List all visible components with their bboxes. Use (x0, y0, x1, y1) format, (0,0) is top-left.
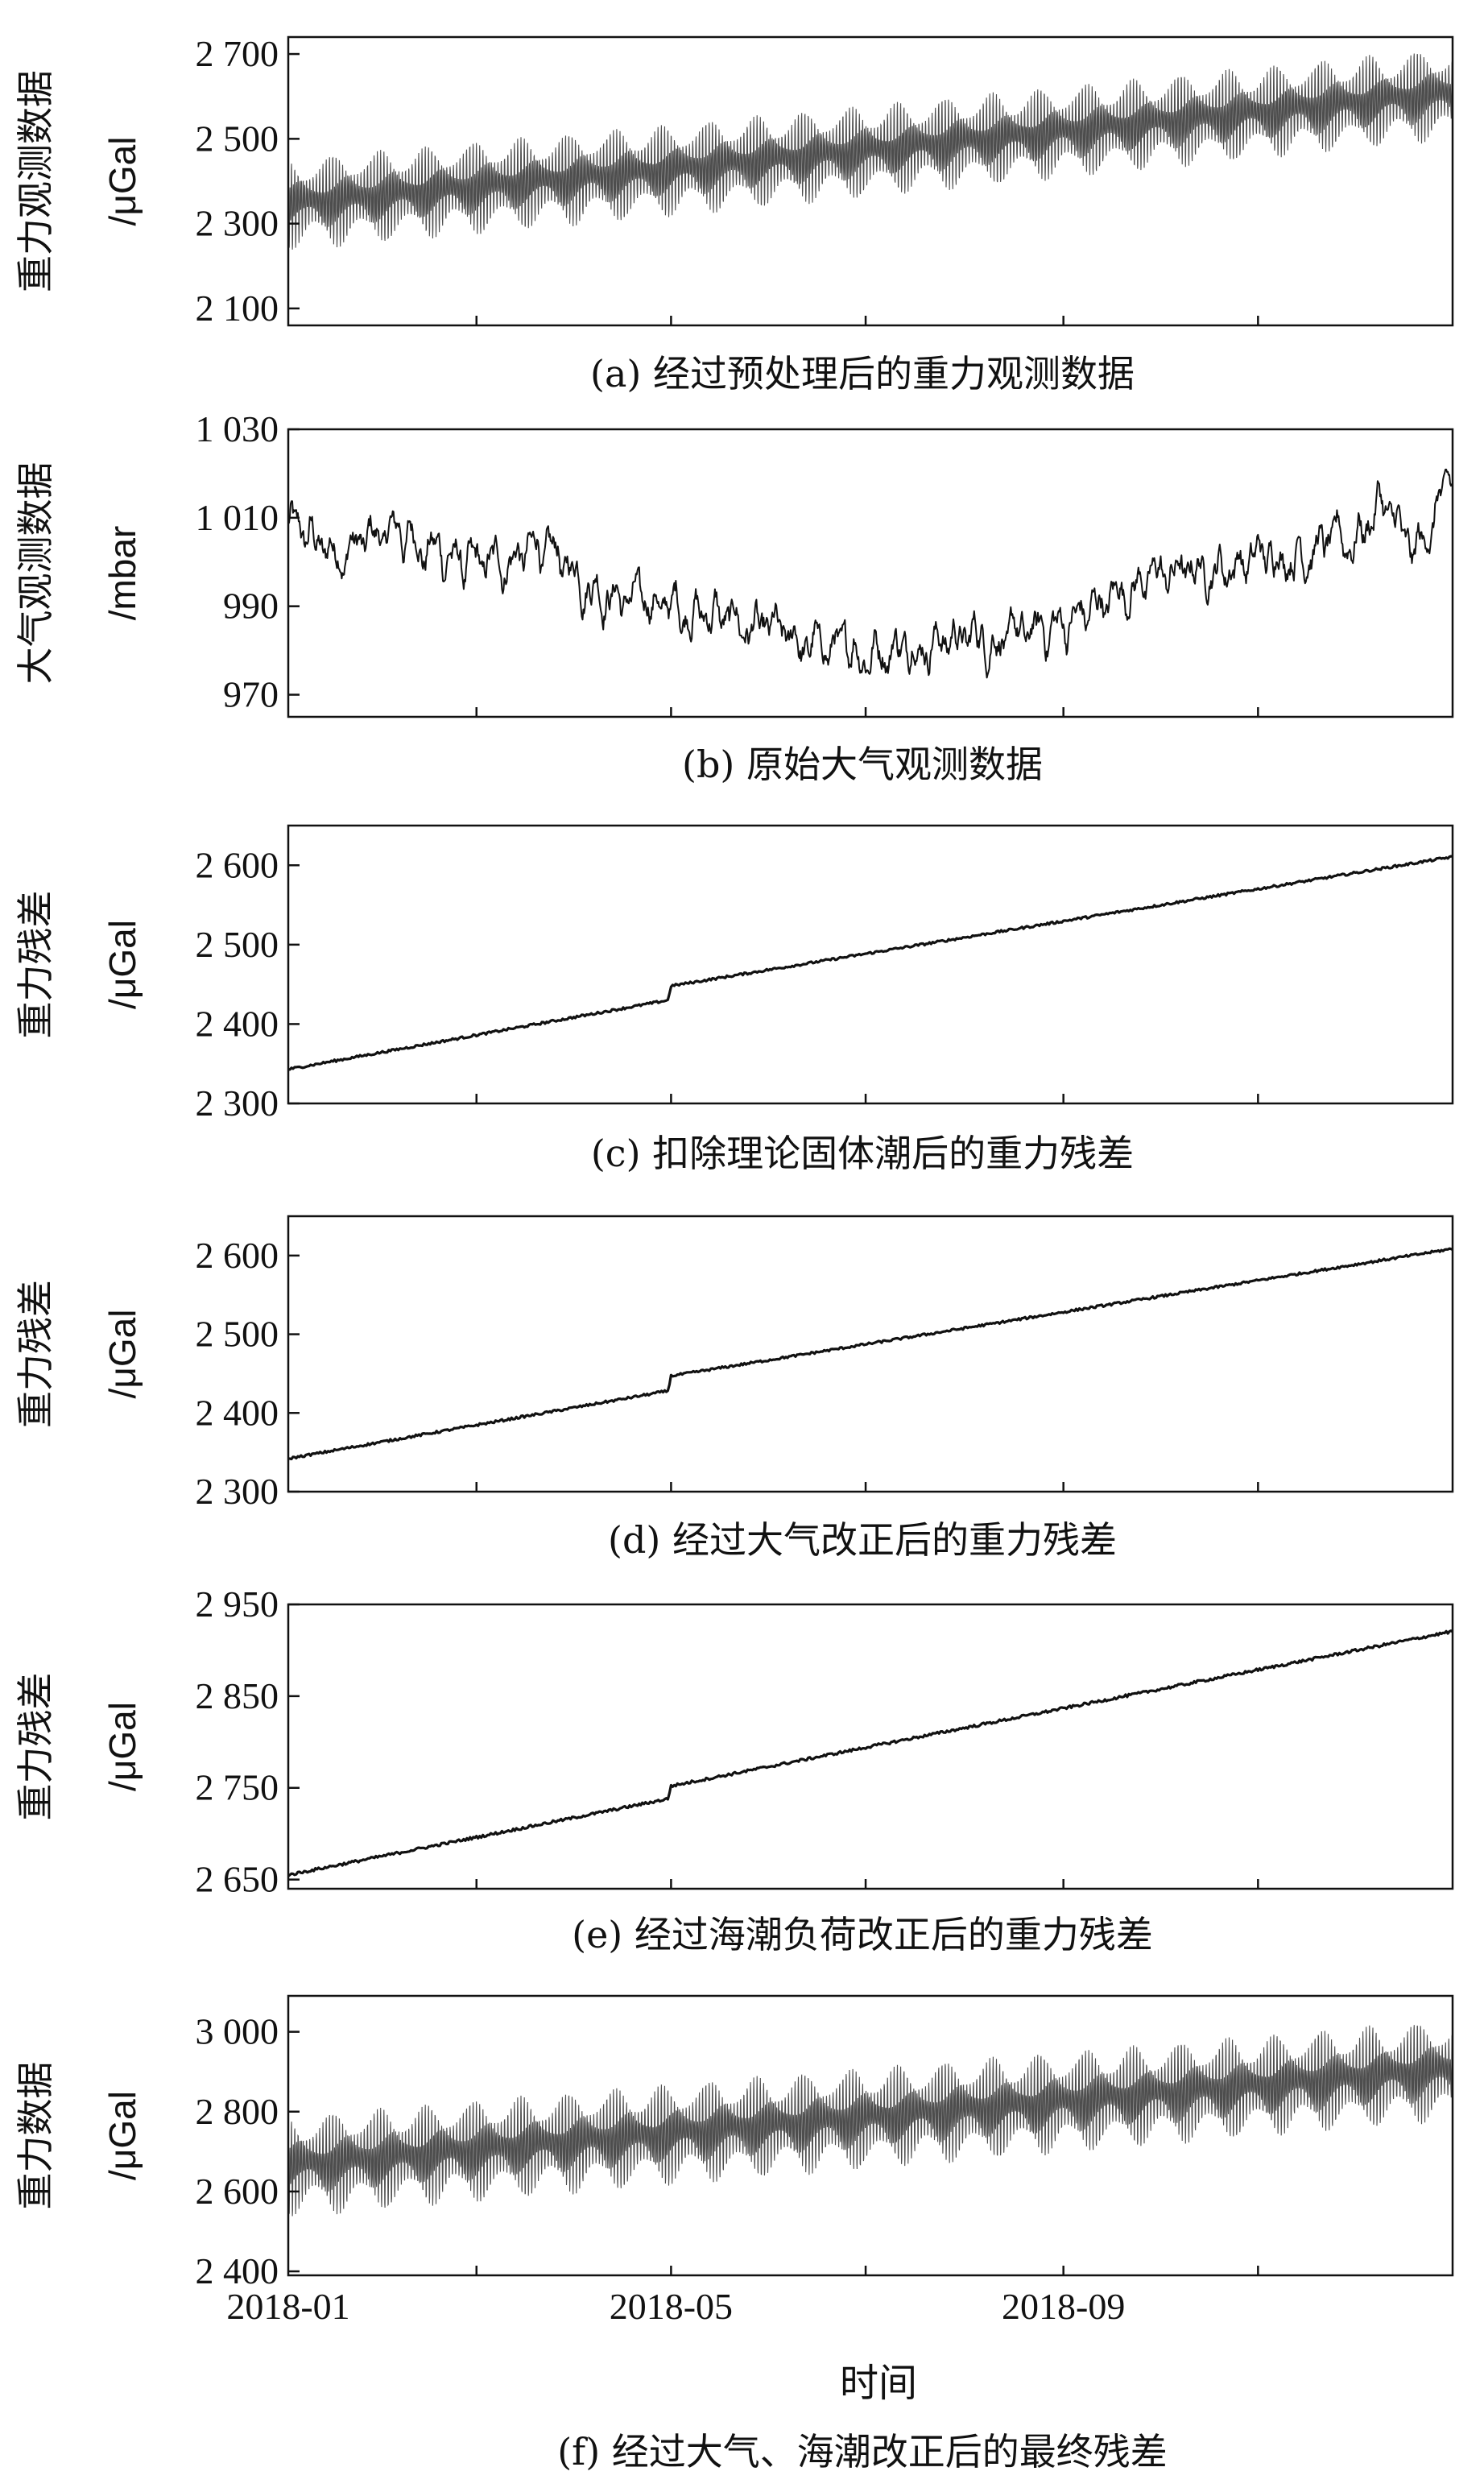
series-e (288, 1629, 1453, 1877)
y-axis-unit: /μGal (101, 1310, 143, 1399)
panel-b: 970 990 1 010 1 030 大气观测数据/mbar (b) 原始大气观测数据 (14, 408, 1454, 786)
panel-c: 2 300 2 400 2 500 2 600 重力残差/μGal (c) 扣除理论固体潮… (14, 824, 1454, 1175)
data-line (288, 855, 1453, 1071)
panel-d: 2 300 2 400 2 500 2 600 重力残差/μGal (d) 经过大气改正后… (14, 1215, 1454, 1562)
xtick-label: 2018-01 (226, 2286, 349, 2327)
y-axis-label: 重力残差 (14, 1673, 57, 1821)
y-axis-unit: /mbar (101, 526, 143, 621)
xtick-label: 2018-09 (1002, 2286, 1125, 2327)
tidal-line (288, 53, 1453, 250)
plot-frame (287, 1215, 1454, 1493)
y-axis-label: 重力残差 (14, 891, 57, 1039)
y-axis-unit: /μGal (101, 1702, 143, 1791)
ytick-label: 2 800 (196, 2091, 279, 2132)
ytick-label: 2 650 (196, 1859, 279, 1900)
series-f (288, 2025, 1453, 2217)
panel-caption: (e) 经过海潮负荷改正后的重力残差 (572, 1913, 1153, 1956)
plot-frame (287, 428, 1454, 718)
plot-frame (287, 1603, 1454, 1890)
ytick-label: 2 400 (196, 2250, 279, 2291)
series-b (288, 468, 1453, 679)
data-line (288, 468, 1453, 679)
y-axis-unit: /μGal (101, 137, 143, 226)
panel-caption: (d) 经过大气改正后的重力残差 (608, 1518, 1117, 1562)
panel-caption: (a) 经过预处理后的重力观测数据 (590, 352, 1135, 395)
y-axis-label: 大气观测数据 (14, 462, 57, 685)
series-d (288, 1247, 1453, 1461)
plot-frame (287, 35, 1454, 327)
ytick-label: 2 850 (196, 1675, 279, 1716)
series-c (288, 855, 1453, 1071)
ytick-label: 2 400 (196, 1392, 279, 1433)
y-axis-unit: /μGal (101, 920, 143, 1009)
ytick-label: 2 300 (196, 1471, 279, 1512)
panel-a: 2 100 2 300 2 500 2 700 重力观测数据/μGal (a) 经过预处理… (14, 33, 1454, 395)
ytick-label: 1 010 (196, 497, 279, 538)
ytick-label: 2 300 (196, 1082, 279, 1124)
tidal-line (288, 2025, 1453, 2217)
panel-caption: (f) 经过大气、海潮改正后的最终残差 (557, 2430, 1168, 2473)
ytick-label: 990 (223, 586, 279, 627)
series-a (288, 53, 1453, 250)
ytick-label: 2 700 (196, 33, 279, 74)
ytick-label: 2 600 (196, 844, 279, 885)
xtick-label: 2018-05 (610, 2286, 733, 2327)
ytick-label: 970 (223, 674, 279, 715)
y-axis-unit: /μGal (101, 2091, 143, 2180)
ytick-label: 2 300 (196, 203, 279, 244)
ytick-label: 2 100 (196, 288, 279, 329)
y-axis-label: 重力观测数据 (14, 70, 57, 292)
y-axis-label: 重力残差 (14, 1280, 57, 1428)
ytick-label: 2 750 (196, 1767, 279, 1808)
ytick-label: 2 500 (196, 118, 279, 159)
plot-frame (287, 1994, 1454, 2277)
plot-frame (287, 824, 1454, 1105)
x-axis-label: 时间 (840, 2361, 917, 2406)
ytick-label: 2 500 (196, 924, 279, 965)
panel-e: 2 650 2 750 2 850 2 950 重力残差/μGal (e) 经过海潮负荷改… (14, 1583, 1454, 1956)
data-line (288, 1247, 1453, 1461)
ytick-label: 3 000 (196, 2011, 279, 2052)
ytick-label: 2 400 (196, 1003, 279, 1044)
y-axis-label: 重力数据 (14, 2062, 57, 2210)
ytick-label: 2 950 (196, 1583, 279, 1625)
ytick-label: 2 500 (196, 1314, 279, 1355)
data-line (288, 1629, 1453, 1877)
ytick-label: 2 600 (196, 2171, 279, 2212)
panel-caption: (c) 扣除理论固体潮后的重力残差 (591, 1132, 1134, 1175)
panel-caption: (b) 原始大气观测数据 (682, 743, 1043, 786)
panel-f: 2 400 2 600 2 800 3 000 2018-01 2018-05 2018-0… (14, 1994, 1454, 2473)
ytick-label: 1 030 (196, 408, 279, 449)
ytick-label: 2 600 (196, 1235, 279, 1276)
